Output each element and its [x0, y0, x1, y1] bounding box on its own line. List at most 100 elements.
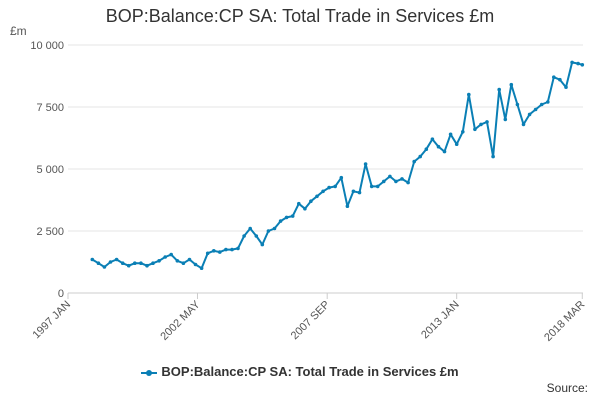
- data-point: [181, 261, 186, 266]
- series-line: [91, 61, 583, 270]
- data-point: [321, 189, 325, 194]
- data-point: [133, 261, 137, 266]
- x-tick-label: 2002 MAY: [158, 298, 203, 343]
- data-point: [564, 85, 568, 89]
- data-point: [357, 190, 362, 195]
- data-point: [580, 63, 585, 67]
- y-tick-label: 5 000: [36, 164, 64, 176]
- legend[interactable]: BOP:Balance:CP SA: Total Trade in Servic…: [0, 364, 600, 379]
- chart-title: BOP:Balance:CP SA: Total Trade in Servic…: [105, 6, 495, 26]
- data-point: [169, 252, 173, 257]
- x-tick-label: 2018 MAR: [542, 299, 587, 344]
- y-axis-label: £m: [10, 24, 27, 38]
- data-point: [424, 147, 429, 151]
- y-axis-ticks: 0 2 500 5 000 7 500 10 000: [30, 40, 64, 300]
- source-label: Source:: [546, 381, 588, 395]
- data-point: [139, 261, 143, 266]
- data-point: [315, 194, 319, 199]
- data-point: [199, 266, 204, 271]
- data-point: [351, 189, 356, 194]
- data-point: [212, 249, 216, 253]
- gridlines: [68, 44, 583, 232]
- data-point: [193, 262, 198, 267]
- legend-label: BOP:Balance:CP SA: Total Trade in Servic…: [161, 364, 459, 379]
- data-point: [375, 184, 380, 189]
- data-point: [406, 180, 410, 185]
- data-point: [527, 112, 532, 117]
- data-point: [224, 247, 228, 252]
- data-point: [388, 174, 392, 179]
- data-point: [236, 246, 240, 251]
- data-point: [297, 201, 301, 206]
- data-point: [327, 185, 331, 190]
- data-point: [515, 102, 520, 107]
- data-point: [242, 234, 246, 238]
- data-point: [473, 127, 477, 132]
- y-tick-label: 10 000: [30, 40, 64, 52]
- data-point: [333, 184, 338, 189]
- data-point: [120, 261, 125, 266]
- data-point: [309, 199, 313, 203]
- data-point: [187, 257, 192, 262]
- data-point: [436, 144, 441, 149]
- data-point: [218, 250, 222, 254]
- data-point: [533, 107, 538, 112]
- data-point: [266, 229, 271, 233]
- data-point: [278, 219, 283, 223]
- data-point: [290, 214, 295, 218]
- data-point: [479, 122, 483, 127]
- data-point: [503, 117, 508, 122]
- series-group: [90, 60, 585, 271]
- y-tick-label: 2 500: [36, 226, 64, 238]
- data-point: [151, 261, 155, 266]
- data-point: [205, 251, 210, 256]
- data-point: [284, 215, 289, 220]
- data-point: [552, 75, 556, 79]
- legend-swatch: [141, 368, 158, 378]
- data-point: [418, 154, 423, 159]
- data-point: [96, 261, 101, 266]
- data-point: [491, 154, 495, 159]
- data-point: [570, 60, 574, 65]
- data-point: [521, 122, 526, 127]
- data-point: [442, 149, 447, 154]
- data-point: [448, 132, 453, 137]
- data-point: [363, 162, 368, 166]
- data-point: [254, 234, 259, 238]
- data-point: [539, 102, 544, 107]
- data-point: [90, 257, 95, 262]
- data-point: [394, 179, 398, 184]
- y-tick-label: 0: [58, 288, 64, 300]
- data-point: [102, 265, 107, 269]
- data-point: [369, 184, 374, 189]
- data-point: [248, 226, 252, 231]
- data-point: [157, 259, 161, 263]
- data-point: [546, 100, 550, 104]
- data-point: [467, 92, 471, 97]
- x-tick-label: 1997 JAN: [30, 299, 73, 342]
- data-point: [145, 263, 149, 268]
- data-point: [454, 142, 459, 146]
- data-point: [485, 120, 489, 124]
- data-point: [163, 255, 167, 259]
- data-point: [412, 159, 417, 164]
- data-point: [230, 247, 234, 252]
- data-point: [345, 204, 350, 208]
- y-tick-label: 7 500: [36, 102, 64, 114]
- data-point: [339, 175, 344, 180]
- data-point: [430, 137, 435, 141]
- data-point: [260, 242, 265, 247]
- data-point: [114, 257, 119, 262]
- data-point: [509, 82, 514, 87]
- data-point: [303, 206, 307, 211]
- data-point: [400, 177, 404, 181]
- data-point: [576, 61, 580, 66]
- data-point: [108, 260, 113, 264]
- x-axis-ticks: 1997 JAN 2002 MAY 2007 SEP 2013 JAN 2018 MAR: [30, 293, 587, 344]
- data-point: [382, 179, 386, 184]
- x-tick-label: 2013 JAN: [419, 299, 462, 342]
- x-tick-label: 2007 SEP: [289, 299, 333, 343]
- data-point: [272, 226, 277, 231]
- data-point: [497, 87, 502, 92]
